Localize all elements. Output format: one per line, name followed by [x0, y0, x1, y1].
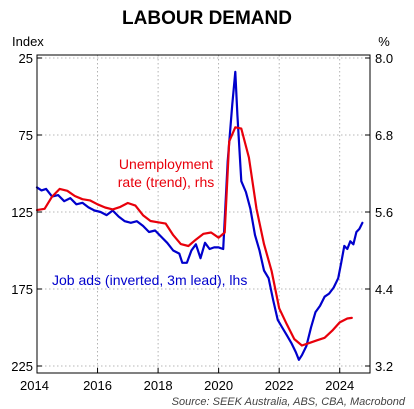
plot-frame	[36, 54, 371, 374]
right-tick-label: 5.6	[375, 205, 393, 220]
x-tick-label: 2022	[265, 378, 294, 393]
right-tick-label: 8.0	[375, 51, 393, 66]
x-tick-label: 2014	[20, 378, 49, 393]
series-lines	[35, 70, 364, 361]
left-tick-label: 75	[19, 128, 33, 143]
right-tick-label: 6.8	[375, 128, 393, 143]
gridlines	[36, 55, 370, 373]
job-ads-label: Job ads (inverted, 3m lead), lhs	[52, 272, 247, 288]
left-axis-labels: 25 75 125 175 225	[11, 51, 33, 374]
chart-title: LABOUR DEMAND	[122, 8, 292, 29]
right-tick-label: 3.2	[375, 359, 393, 374]
left-axis-unit: Index	[12, 34, 44, 49]
right-axis-unit: %	[378, 34, 390, 49]
left-tick-label: 225	[11, 359, 33, 374]
x-tick-label: 2024	[325, 378, 354, 393]
axis-ticks	[36, 57, 370, 373]
unemployment-line	[35, 126, 353, 347]
source-note: Source: SEEK Australia, ABS, CBA, Macrob…	[172, 396, 406, 408]
unemployment-label-line1: Unemployment	[119, 156, 213, 172]
unemployment-label-line2: rate (trend), rhs	[118, 174, 214, 190]
x-axis-labels: 2014 2016 2018 2020 2022 2024	[20, 378, 354, 393]
x-tick-label: 2018	[144, 378, 173, 393]
left-tick-label: 25	[19, 51, 33, 66]
x-tick-label: 2020	[204, 378, 233, 393]
right-tick-label: 4.4	[375, 282, 393, 297]
right-axis-labels: 8.0 6.8 5.6 4.4 3.2	[375, 51, 393, 374]
job-ads-line	[35, 70, 364, 361]
x-tick-label: 2016	[83, 378, 112, 393]
left-tick-label: 125	[11, 205, 33, 220]
left-tick-label: 175	[11, 282, 33, 297]
